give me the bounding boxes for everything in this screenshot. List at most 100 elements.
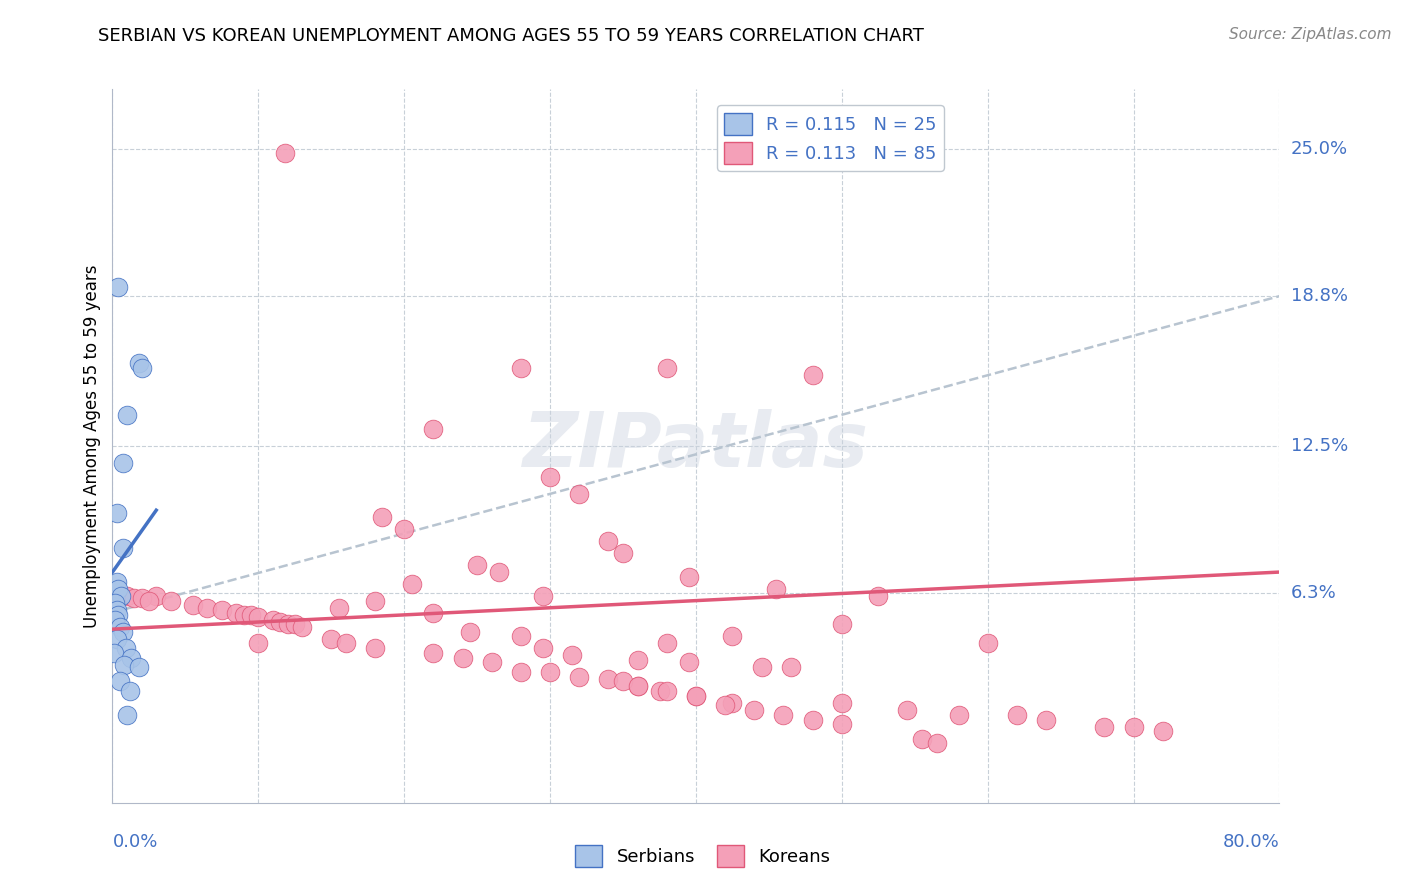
Point [112,657,135,672]
Point [911,731,934,746]
Point [721,629,744,643]
Text: 18.8%: 18.8% [1291,287,1347,305]
Point [401,577,423,591]
Point [612,546,634,560]
Legend: R = 0.115   N = 25, R = 0.113   N = 85: R = 0.115 N = 25, R = 0.113 N = 85 [717,105,943,171]
Point [976,636,998,650]
Point [655,636,678,650]
Point [276,617,298,632]
Point [107,582,129,596]
Text: Source: ZipAtlas.com: Source: ZipAtlas.com [1229,27,1392,42]
Point [111,456,134,470]
Point [225,606,247,620]
Point [678,656,700,670]
Y-axis label: Unemployment Among Ages 55 to 59 years: Unemployment Among Ages 55 to 59 years [83,264,101,628]
Point [561,648,583,663]
Point [568,670,591,684]
Point [104,596,127,610]
Point [831,717,853,731]
Point [509,665,531,679]
Point [1035,713,1057,727]
Text: 25.0%: 25.0% [1291,140,1348,158]
Point [269,615,291,629]
Point [538,665,561,679]
Point [422,646,444,660]
Point [114,641,136,656]
Point [124,591,146,606]
Point [678,570,700,584]
Point [1005,707,1028,722]
Point [195,600,218,615]
Text: 6.3%: 6.3% [1291,584,1336,602]
Legend: Serbians, Koreans: Serbians, Koreans [568,838,838,874]
Point [115,589,138,603]
Point [627,679,650,693]
Point [1152,724,1174,739]
Point [509,629,531,643]
Point [138,593,160,607]
Point [247,610,270,624]
Point [831,617,853,632]
Point [458,624,481,639]
Text: 0.0%: 0.0% [112,833,157,851]
Point [103,646,125,660]
Text: ZIPatlas: ZIPatlas [523,409,869,483]
Point [742,703,765,717]
Point [145,589,167,603]
Point [538,470,561,484]
Point [131,360,153,375]
Point [779,660,801,674]
Point [896,703,918,717]
Point [627,679,650,693]
Point [115,408,138,422]
Point [465,558,488,572]
Point [364,593,387,607]
Point [284,617,307,632]
Point [118,684,141,698]
Point [422,422,444,436]
Point [831,696,853,710]
Point [422,606,444,620]
Point [612,674,634,689]
Point [1094,720,1116,734]
Point [107,279,129,293]
Point [111,624,134,639]
Point [211,603,233,617]
Point [321,632,343,646]
Point [247,636,270,650]
Point [648,684,671,698]
Point [262,613,284,627]
Point [105,506,128,520]
Point [160,593,183,607]
Point [568,486,591,500]
Text: 12.5%: 12.5% [1291,437,1348,455]
Point [868,589,890,603]
Point [685,689,707,703]
Point [364,641,387,656]
Point [714,698,737,713]
Point [108,674,131,689]
Point [685,689,707,703]
Point [181,599,204,613]
Point [232,607,254,622]
Point [948,707,970,722]
Text: SERBIAN VS KOREAN UNEMPLOYMENT AMONG AGES 55 TO 59 YEARS CORRELATION CHART: SERBIAN VS KOREAN UNEMPLOYMENT AMONG AGE… [98,27,924,45]
Point [110,589,132,603]
Point [598,672,620,686]
Point [131,591,153,606]
Point [240,607,263,622]
Text: 80.0%: 80.0% [1223,833,1279,851]
Point [598,534,620,549]
Point [371,510,394,524]
Point [925,736,948,750]
Point [451,650,474,665]
Point [627,653,650,667]
Point [105,603,128,617]
Point [801,713,824,727]
Point [655,684,678,698]
Point [120,650,142,665]
Point [128,356,150,370]
Point [128,660,150,674]
Point [394,522,416,536]
Point [115,707,138,722]
